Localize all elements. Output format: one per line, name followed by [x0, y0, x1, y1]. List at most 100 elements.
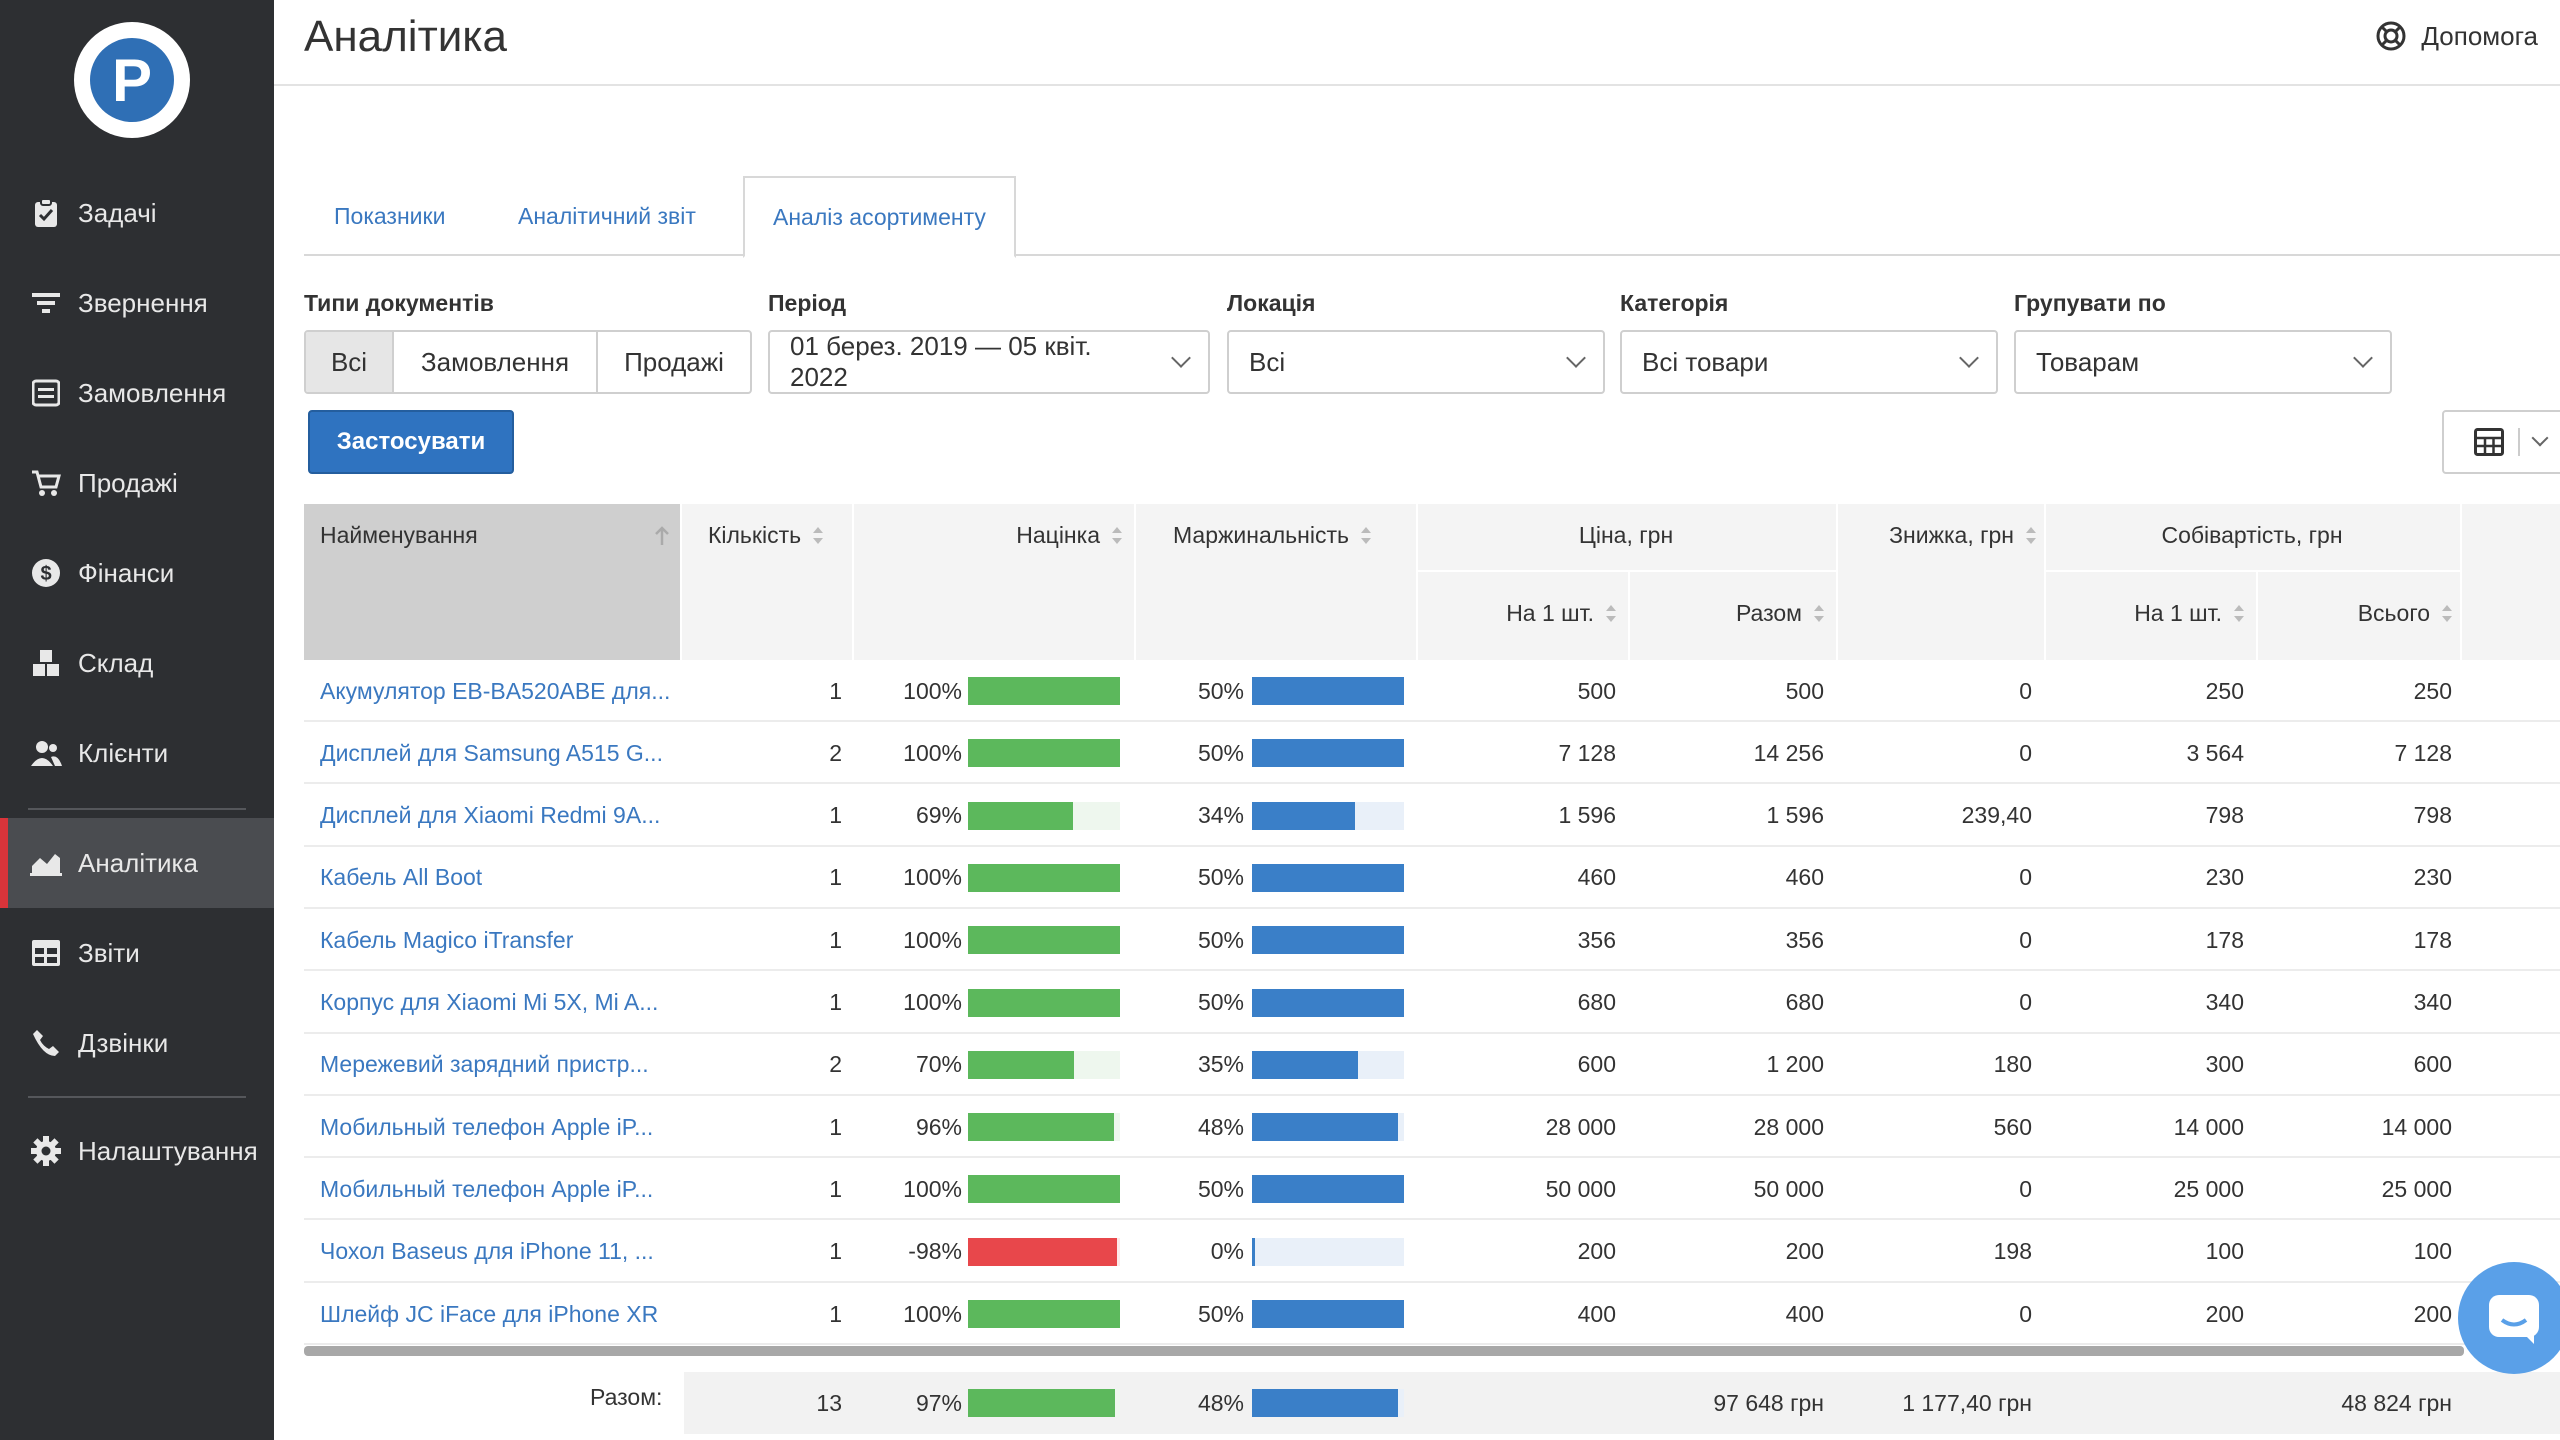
column-header-price-unit[interactable]: На 1 шт.	[1416, 600, 1616, 627]
price-total-cell: 1 200	[1766, 1051, 1824, 1078]
table-row[interactable]: Мобильный телефон Apple iP... 1 96% 48% 28 0…	[304, 1096, 2560, 1159]
markup-cell: 100%	[903, 926, 962, 953]
product-name-link[interactable]: Акумулятор EB-BA520ABE для...	[320, 677, 671, 704]
column-header-cost: Собівартість, грн	[2044, 522, 2460, 549]
column-header-margin[interactable]: Маржинальність	[1134, 522, 1410, 549]
product-name-link[interactable]: Кабель Magico iTransfer	[320, 926, 574, 953]
column-settings-button[interactable]	[2442, 410, 2560, 474]
table-row[interactable]: Мобильный телефон Apple iP... 1 100% 50% 50 …	[304, 1158, 2560, 1221]
tab-assortment-analysis[interactable]: Аналіз асортименту	[743, 176, 1016, 258]
markup-bar-fill	[968, 1300, 1120, 1328]
product-name-link[interactable]: Мобильный телефон Apple iP...	[320, 1175, 654, 1202]
table-icon	[2474, 428, 2504, 456]
product-name-link[interactable]: Дисплей для Xiaomi Redmi 9A...	[320, 802, 661, 829]
category-value: Всі товари	[1642, 346, 1769, 377]
margin-bar-fill	[1252, 863, 1404, 892]
location-select[interactable]: Всі	[1227, 330, 1605, 394]
discount-cell: 0	[2019, 1300, 2032, 1327]
table-row[interactable]: Шлейф JC iFace для iPhone XR 1 100% 50% 400 4…	[304, 1283, 2560, 1345]
table-row[interactable]: Дисплей для Samsung A515 G... 2 100% 50% 7 1…	[304, 722, 2560, 785]
users-icon	[28, 735, 64, 771]
markup-cell: -98%	[908, 1238, 962, 1265]
apply-button[interactable]: Застосувати	[308, 410, 514, 474]
product-name-link[interactable]: Кабель All Boot	[320, 864, 483, 891]
column-header-label: Всього	[2357, 600, 2430, 626]
header-divider	[1836, 504, 1838, 660]
tab-indicators[interactable]: Показники	[334, 202, 446, 229]
table-row[interactable]: Акумулятор EB-BA520ABE для... 1 100% 50% 500…	[304, 660, 2560, 722]
margin-bar	[1252, 1113, 1404, 1142]
tab-analytic-report[interactable]: Аналітичний звіт	[518, 202, 696, 229]
column-header-price-total[interactable]: Разом	[1628, 600, 1824, 627]
markup-bar-fill	[968, 739, 1120, 768]
markup-bar-fill	[968, 801, 1073, 830]
sidebar-item-sales[interactable]: Продажі	[0, 438, 274, 528]
markup-bar	[968, 1175, 1120, 1204]
markup-bar-fill	[968, 863, 1120, 892]
cost-unit-cell: 300	[2205, 1051, 2244, 1078]
cost-total-cell: 600	[2413, 1051, 2452, 1078]
header-divider	[1134, 504, 1136, 660]
doc-type-sales-button[interactable]: Продажі	[624, 346, 724, 377]
sidebar-item-finance[interactable]: $ Фінанси	[0, 528, 274, 618]
table-row[interactable]: Чохол Baseus для iPhone 11, ... 1 -98% 0% 20…	[304, 1221, 2560, 1283]
chevron-down-icon	[1959, 348, 1979, 368]
markup-bar-fill	[968, 1050, 1074, 1079]
price-total-cell: 460	[1785, 864, 1824, 891]
sidebar-item-clients[interactable]: Клієнти	[0, 708, 274, 798]
help-label: Допомога	[2421, 20, 2538, 51]
cost-total-cell: 100	[2413, 1238, 2452, 1265]
sidebar-item-reports[interactable]: Звіти	[0, 908, 274, 998]
column-header-discount[interactable]: Знижка, грн	[1836, 522, 2036, 549]
product-name-link[interactable]: Мобильный телефон Apple iP...	[320, 1113, 654, 1140]
column-header-qty[interactable]: Кількість	[708, 522, 824, 549]
period-picker[interactable]: 01 берез. 2019 — 05 квіт. 2022	[768, 330, 1210, 394]
column-header-cost-unit[interactable]: На 1 шт.	[2044, 600, 2244, 627]
sort-icon	[1110, 526, 1122, 546]
discount-cell: 198	[1993, 1238, 2032, 1265]
sidebar-item-orders[interactable]: Замовлення	[0, 348, 274, 438]
price-unit-cell: 680	[1577, 989, 1616, 1015]
qty-cell: 1	[829, 926, 842, 953]
table-row[interactable]: Корпус для Xiaomi Mi 5X, Mi A... 1 100% 50%…	[304, 972, 2560, 1034]
cost-unit-cell: 230	[2205, 864, 2244, 891]
column-header-markup[interactable]: Націнка	[852, 522, 1122, 549]
category-select[interactable]: Всі товари	[1620, 330, 1998, 394]
markup-bar	[968, 801, 1120, 830]
margin-cell: 50%	[1197, 677, 1244, 704]
margin-cell: 50%	[1197, 1175, 1244, 1202]
product-name-link[interactable]: Чохол Baseus для iPhone 11, ...	[320, 1238, 654, 1265]
group-by-select[interactable]: Товарам	[2014, 330, 2392, 394]
table-row[interactable]: Дисплей для Xiaomi Redmi 9A... 1 69% 34% 1 5…	[304, 785, 2560, 847]
help-link[interactable]: Допомога	[2375, 20, 2538, 52]
margin-cell: 50%	[1197, 989, 1244, 1015]
markup-bar	[968, 1050, 1120, 1079]
sidebar-item-tasks[interactable]: Задачі	[0, 168, 274, 258]
location-label: Локація	[1227, 290, 1316, 316]
doc-type-all-button[interactable]: Всі	[306, 332, 394, 392]
margin-cell: 50%	[1197, 739, 1244, 766]
table-row[interactable]: Мережевий зарядний пристр... 2 70% 35% 600 1 …	[304, 1034, 2560, 1096]
markup-cell: 100%	[903, 1175, 962, 1202]
product-name-link[interactable]: Шлейф JC iFace для iPhone XR	[320, 1300, 659, 1327]
table-row[interactable]: Кабель All Boot 1 100% 50% 460 460 0 230 230	[304, 847, 2560, 909]
table-row[interactable]: Кабель Magico iTransfer 1 100% 50% 356 356 0 17…	[304, 909, 2560, 972]
sidebar-item-settings[interactable]: Налаштування	[0, 1106, 274, 1196]
sidebar-item-analytics[interactable]: Аналітика	[0, 818, 274, 908]
clipboard-icon	[28, 195, 64, 231]
horizontal-scrollbar[interactable]	[304, 1346, 2464, 1356]
app-logo[interactable]: P	[74, 22, 190, 138]
column-header-name[interactable]: Найменування	[320, 522, 670, 549]
sidebar-item-requests[interactable]: Звернення	[0, 258, 274, 348]
sidebar-item-warehouse[interactable]: Склад	[0, 618, 274, 708]
product-name-link[interactable]: Мережевий зарядний пристр...	[320, 1051, 649, 1078]
doc-type-orders-button[interactable]: Замовлення	[394, 332, 598, 392]
column-header-cost-total[interactable]: Всього	[2256, 600, 2452, 627]
product-name-link[interactable]: Корпус для Xiaomi Mi 5X, Mi A...	[320, 989, 659, 1015]
sidebar-item-calls[interactable]: Дзвінки	[0, 998, 274, 1088]
price-total-cell: 680	[1785, 989, 1824, 1015]
order-icon	[28, 375, 64, 411]
product-name-link[interactable]: Дисплей для Samsung A515 G...	[320, 739, 663, 766]
chat-button[interactable]	[2458, 1262, 2560, 1374]
column-header-label: На 1 шт.	[1506, 600, 1594, 626]
